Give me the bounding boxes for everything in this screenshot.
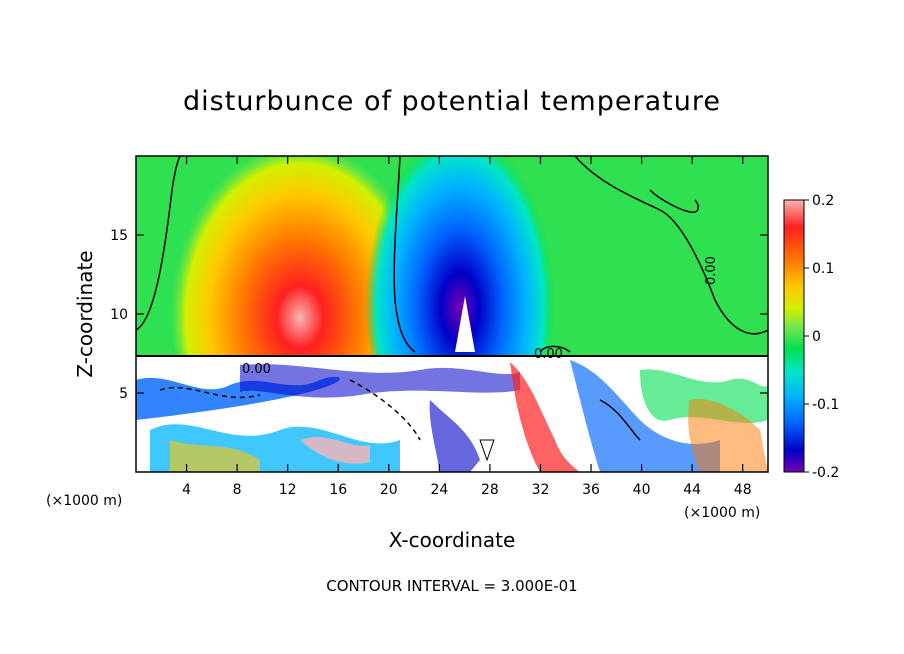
x-tick-label: 4 <box>182 482 191 498</box>
x-tick-label: 20 <box>380 482 398 498</box>
contour-lines <box>136 156 768 462</box>
colorbar-tick-label: 0.2 <box>812 193 834 209</box>
contour-label-left: 0.00 <box>242 362 271 377</box>
chart-title: disturbunce of potential temperature <box>183 86 721 117</box>
x-unit-label: (×1000 m) <box>684 505 760 521</box>
colorbar-tick-label: -0.2 <box>812 465 839 481</box>
y-axis-title: Z-coordinate <box>73 250 97 377</box>
cold-spike <box>455 296 475 352</box>
colorbar-tick-label: -0.1 <box>812 397 839 413</box>
x-tick-label: 44 <box>683 482 701 498</box>
colorbar-scale <box>783 199 805 473</box>
colorbar-tick-label: 0.1 <box>812 261 834 277</box>
x-tick-label: 24 <box>430 482 448 498</box>
y-axis-ticks: 5 10 15 <box>110 228 768 402</box>
y-tick-label: 5 <box>119 386 128 402</box>
contour-interval-note: CONTOUR INTERVAL = 3.000E-01 <box>326 577 578 595</box>
y-tick-label: 15 <box>110 228 128 244</box>
x-tick-label: 16 <box>329 482 347 498</box>
contour-label-top: 0.00 <box>534 347 563 362</box>
x-tick-label: 48 <box>734 482 752 498</box>
x-tick-label: 32 <box>532 482 550 498</box>
contour-labels: 0.00 0.00 0.00 <box>242 256 719 377</box>
y-tick-label: 10 <box>110 307 128 323</box>
x-tick-label: 12 <box>279 482 297 498</box>
colorbar: 0.2 0.1 0 -0.1 -0.2 <box>783 193 839 481</box>
colorbar-tick-label: 0 <box>812 329 821 345</box>
x-tick-label: 40 <box>633 482 651 498</box>
lower-layer-patches <box>136 360 768 472</box>
x-axis-ticks: 4 8 12 16 20 24 28 32 36 40 44 48 <box>182 156 752 498</box>
x-tick-label: 36 <box>582 482 600 498</box>
contour-label-upper: 0.00 <box>704 256 719 285</box>
x-tick-label: 8 <box>233 482 242 498</box>
colorbar-ticks: 0.2 0.1 0 -0.1 -0.2 <box>804 193 839 481</box>
x-axis-title: X-coordinate <box>389 528 516 552</box>
x-tick-label: 28 <box>481 482 499 498</box>
plot-area: 0.00 0.00 0.00 <box>136 156 768 472</box>
y-unit-label: (×1000 m) <box>46 493 122 509</box>
